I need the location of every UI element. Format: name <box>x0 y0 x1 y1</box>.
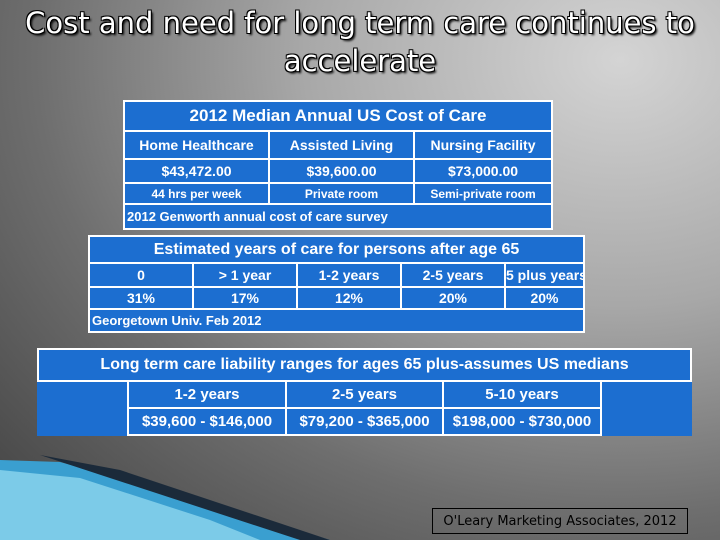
table-cell: 2-5 years <box>400 262 506 288</box>
table-cell: 2-5 years <box>285 380 444 409</box>
table-cell: Nursing Facility <box>412 130 554 160</box>
table-cell: Assisted Living <box>268 130 415 160</box>
table-cell: $198,000 - $730,000 <box>442 407 602 436</box>
table-title: Estimated years of care for persons afte… <box>88 235 585 264</box>
table-cell: 0 <box>88 262 194 288</box>
table-cell: $43,472.00 <box>123 158 270 184</box>
swoosh <box>0 470 260 540</box>
table-cell: 20% <box>504 286 585 310</box>
title-row: 2012 Median Annual US Cost of Care <box>122 100 554 132</box>
table-cell: 20% <box>400 286 506 310</box>
table-row: 1-2 years 2-5 years 5-10 years <box>38 380 691 409</box>
table-row: 44 hrs per week Private room Semi-private … <box>123 182 554 205</box>
table-cell: Semi-private room <box>412 182 554 205</box>
credit: O'Leary Marketing Associates, 2012 <box>432 508 688 534</box>
data-table: Long term care liability ranges for ages… <box>36 348 693 436</box>
slide-title: Cost and need for long term care continu… <box>25 6 695 78</box>
table-cell: $39,600.00 <box>268 158 415 184</box>
table-source: Georgetown Univ. Feb 2012 <box>88 308 585 333</box>
table-row: 31% 17% 12% 20% 20% <box>88 286 585 310</box>
title-row: Long term care liability ranges for ages… <box>36 348 693 382</box>
table-cell: 1-2 years <box>296 262 402 288</box>
table-row: 0 > 1 year 1-2 years 2-5 years 5 plus years <box>88 262 585 288</box>
table-cell: 44 hrs per week <box>123 182 270 205</box>
swoosh <box>40 455 330 540</box>
table-title: 2012 Median Annual US Cost of Care <box>122 100 554 132</box>
spacer <box>38 381 128 408</box>
table-cell: $39,600 - $146,000 <box>127 407 287 436</box>
table-cell: $73,000.00 <box>412 158 554 184</box>
table-cell: 1-2 years <box>127 380 287 409</box>
table-cell: 17% <box>192 286 298 310</box>
spacer <box>601 381 691 408</box>
table-row: $39,600 - $146,000 $79,200 - $365,000 $198… <box>38 407 691 436</box>
title-row: Estimated years of care for persons afte… <box>88 235 585 264</box>
spacer <box>38 408 128 435</box>
table-source: 2012 Genworth annual cost of care survey <box>122 203 554 230</box>
table-cell: Home Healthcare <box>123 130 270 160</box>
table-cell: 5 plus years <box>504 262 585 288</box>
data-table: Estimated years of care for persons afte… <box>88 235 585 333</box>
table-cell: Private room <box>268 182 415 205</box>
source-row: Georgetown Univ. Feb 2012 <box>88 308 585 333</box>
table-cell: $79,200 - $365,000 <box>285 407 444 436</box>
table-title: Long term care liability ranges for ages… <box>36 348 693 382</box>
source-row: 2012 Genworth annual cost of care survey <box>122 203 554 230</box>
data-table: 2012 Median Annual US Cost of Care Home H… <box>122 100 554 230</box>
spacer <box>601 408 691 435</box>
table-cell: > 1 year <box>192 262 298 288</box>
table-row: $43,472.00 $39,600.00 $73,000.00 <box>123 158 554 184</box>
table-cell: 31% <box>88 286 194 310</box>
table-cell: 12% <box>296 286 402 310</box>
table-cell: 5-10 years <box>442 380 602 409</box>
table-row: Home Healthcare Assisted Living Nursing Fa… <box>123 130 554 160</box>
